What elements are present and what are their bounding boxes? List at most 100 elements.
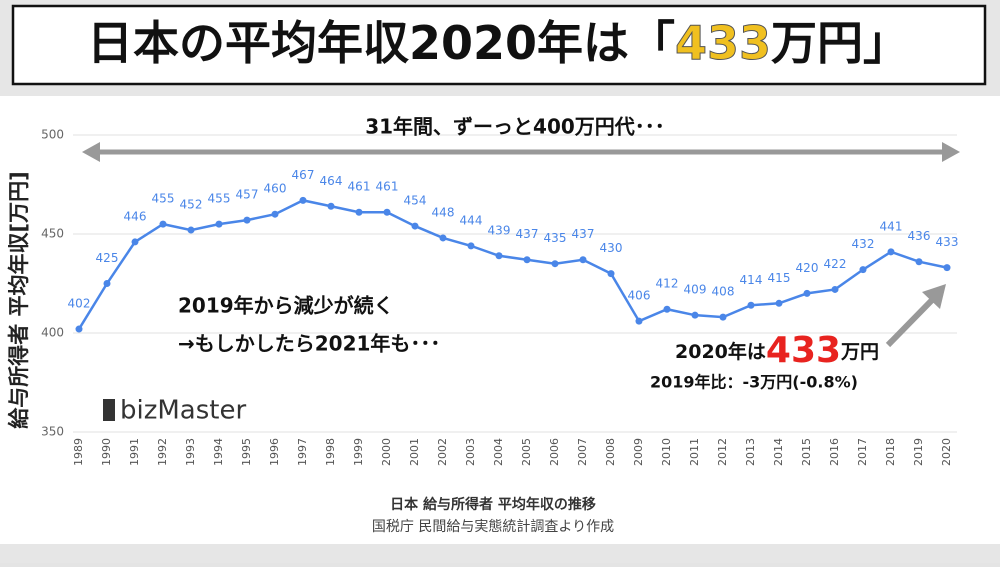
x-tick-label: 2014 — [772, 438, 785, 466]
x-tick-label: 1996 — [268, 438, 281, 466]
data-label: 461 — [348, 180, 371, 194]
chart-panel — [0, 96, 1000, 544]
chart-title: 日本の平均年収2020年は「433万円」 — [87, 16, 909, 70]
data-point — [635, 317, 643, 325]
x-tick-label: 2008 — [604, 438, 617, 466]
y-axis-label: 給与所得者 平均年収[万円] — [7, 171, 31, 429]
data-label: 420 — [796, 261, 819, 275]
x-tick-label: 2009 — [632, 438, 645, 466]
data-point — [383, 208, 391, 216]
data-label: 408 — [712, 285, 735, 299]
x-tick-label: 1997 — [296, 438, 309, 466]
x-tick-label: 2006 — [548, 438, 561, 466]
data-point — [495, 252, 503, 260]
arrow-head — [82, 142, 100, 162]
data-label: 415 — [768, 271, 791, 285]
data-label: 464 — [320, 174, 343, 188]
data-point — [579, 256, 587, 264]
data-label: 406 — [628, 289, 651, 303]
data-label: 402 — [68, 297, 91, 311]
data-point — [943, 264, 951, 272]
x-tick-label: 2011 — [688, 438, 701, 466]
data-point — [859, 266, 867, 274]
brand: bizMaster — [120, 396, 246, 426]
data-point — [523, 256, 531, 264]
annotation: 2019年比：-3万円(-0.8%) — [650, 373, 858, 392]
data-point — [803, 289, 811, 297]
data-point — [439, 234, 447, 242]
data-label: 444 — [460, 213, 483, 227]
source: 国税庁 民間給与実態統計調査より作成 — [372, 519, 614, 535]
data-point — [915, 258, 923, 266]
data-point — [887, 248, 895, 256]
data-label: 455 — [208, 192, 231, 206]
x-tick-label: 1995 — [240, 438, 253, 466]
x-tick-label: 1991 — [128, 438, 141, 466]
data-label: 439 — [488, 223, 511, 237]
annotation: →もしかしたら2021年も･･･ — [178, 332, 440, 356]
data-point — [411, 222, 419, 230]
data-label: 433 — [936, 235, 959, 249]
data-point — [775, 299, 783, 307]
y-tick-label: 350 — [41, 425, 64, 439]
x-tick-label: 2010 — [660, 438, 673, 466]
data-point — [75, 325, 83, 333]
data-point — [747, 301, 755, 309]
y-tick-label: 400 — [41, 326, 64, 340]
x-tick-label: 2018 — [884, 438, 897, 466]
data-point — [663, 305, 671, 313]
data-label: 432 — [852, 237, 875, 251]
data-point — [271, 210, 279, 218]
x-tick-label: 1998 — [324, 438, 337, 466]
data-label: 422 — [824, 257, 847, 271]
x-tick-label: 2012 — [716, 438, 729, 466]
header-box — [11, 4, 987, 86]
title-highlight: 433 — [675, 16, 771, 70]
data-point — [243, 216, 251, 224]
data-point — [299, 196, 307, 204]
x-tick-label: 1994 — [212, 438, 225, 466]
data-label: 437 — [516, 227, 539, 241]
x-tick-label: 2000 — [380, 438, 393, 466]
data-point — [215, 220, 223, 228]
caption: 日本 給与所得者 平均年収の推移 — [390, 496, 596, 513]
data-point — [831, 285, 839, 293]
data-label: 437 — [572, 227, 595, 241]
annotation-part: 万円 — [840, 341, 879, 363]
data-label: 460 — [264, 182, 287, 196]
pointer-arrow — [885, 294, 938, 348]
data-point — [103, 280, 111, 287]
data-label: 430 — [600, 241, 623, 255]
x-tick-label: 2013 — [744, 438, 757, 466]
x-tick-label: 2016 — [828, 438, 841, 466]
y-tick-label: 500 — [41, 128, 64, 142]
x-tick-label: 2001 — [408, 438, 421, 466]
x-tick-label: 2005 — [520, 438, 533, 466]
y-tick-label: 450 — [41, 227, 64, 241]
brand-icon — [103, 399, 115, 421]
data-label: 448 — [432, 205, 455, 219]
annotation-highlight: 433 — [766, 330, 841, 371]
data-label: 441 — [880, 219, 903, 233]
x-tick-label: 1992 — [156, 438, 169, 466]
x-tick-label: 2019 — [912, 438, 925, 466]
arrow-head — [942, 142, 960, 162]
title-end: 万円」 — [771, 16, 909, 70]
data-label: 409 — [684, 283, 707, 297]
data-label: 452 — [180, 198, 203, 212]
x-tick-label: 2007 — [576, 438, 589, 466]
data-point — [187, 226, 195, 234]
annotation: 2019年から減少が続く — [178, 294, 394, 318]
data-label: 425 — [96, 251, 119, 265]
data-point — [159, 220, 167, 228]
title-text: 日本の平均年収2020年は「 — [87, 16, 675, 70]
data-point — [467, 242, 475, 250]
x-tick-label: 1999 — [352, 438, 365, 466]
x-tick-label: 1990 — [100, 438, 113, 466]
annotation: 2020年は433万円 — [675, 330, 879, 371]
data-label: 412 — [656, 277, 679, 291]
data-line — [77, 199, 948, 330]
x-tick-label: 1989 — [72, 438, 85, 466]
x-tick-label: 2002 — [436, 438, 449, 466]
